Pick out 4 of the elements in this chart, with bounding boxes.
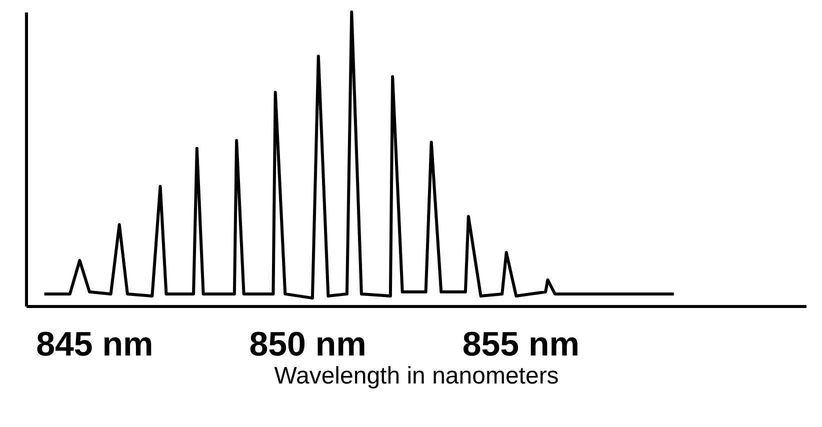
x-tick-label: 850 nm <box>249 326 366 364</box>
x-tick-label: 855 nm <box>462 326 580 364</box>
x-axis-title: Wavelength in nanometers <box>274 362 559 390</box>
x-tick-label: 845 nm <box>36 326 154 364</box>
